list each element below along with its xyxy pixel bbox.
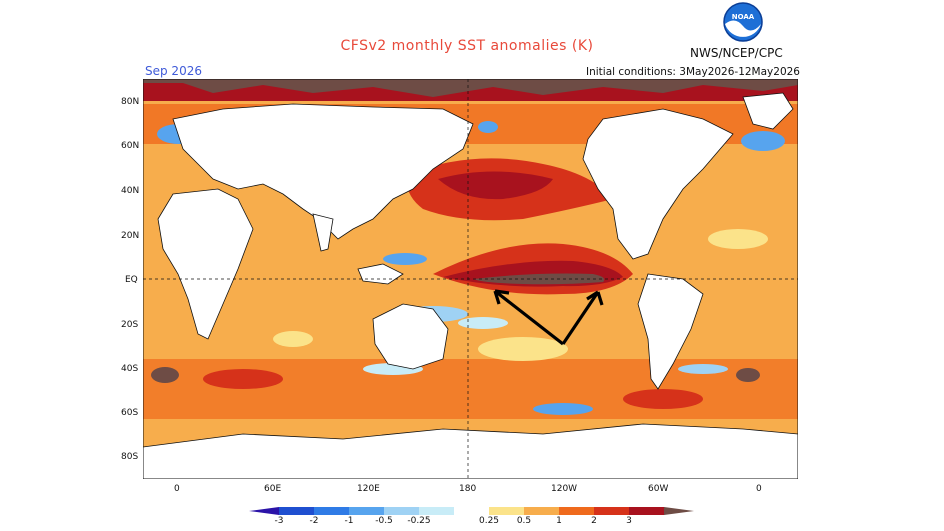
- colorbar-swatch: [489, 507, 525, 515]
- cool-spot-wpac: [383, 253, 427, 265]
- colorbar-swatch: [524, 507, 560, 515]
- colorbar-swatch: [249, 507, 279, 515]
- colorbar-label: 0.5: [516, 516, 532, 526]
- lat-label-20n: 20N: [121, 231, 140, 241]
- lat-label-80n: 80N: [121, 97, 140, 107]
- colorbar-swatch: [454, 507, 490, 515]
- colorbar-label: -1: [344, 516, 354, 526]
- lon-label-120w: 120W: [551, 484, 578, 494]
- colorbar-label: -0.5: [375, 516, 393, 526]
- land: [143, 92, 798, 479]
- cool-spot-satl: [678, 364, 728, 374]
- enso-core: [473, 273, 605, 285]
- colorbar-label: -2: [309, 516, 319, 526]
- chart-title: CFSv2 monthly SST anomalies (K): [340, 38, 594, 54]
- colorbar-swatch: [629, 507, 665, 515]
- north-pacific-core: [438, 171, 553, 200]
- colorbar-label: -0.25: [407, 516, 431, 526]
- lat-label-40n: 40N: [121, 186, 140, 196]
- colorbar-label: 0.25: [478, 516, 500, 526]
- brown-spot-2: [736, 368, 760, 382]
- cool-spot-bering: [478, 121, 498, 133]
- lat-label-60s: 60S: [121, 408, 139, 418]
- colorbar-swatch: [384, 507, 420, 515]
- initial-conditions: Initial conditions: 3May2026-12May2026: [586, 66, 800, 78]
- colorbar-label: 1: [556, 516, 562, 526]
- cool-spot-natl: [741, 131, 785, 151]
- organization-label: NWS/NCEP/CPC: [690, 46, 783, 60]
- colorbar-label: 3: [626, 516, 632, 526]
- colorbar-swatch: [349, 507, 385, 515]
- colorbar-swatch: [559, 507, 595, 515]
- lat-label-40s: 40S: [121, 364, 139, 374]
- lat-label-eq: EQ: [125, 275, 138, 285]
- lat-label-60n: 60N: [121, 141, 140, 151]
- lat-label-20s: 20S: [121, 320, 139, 330]
- cool-spot-2: [458, 317, 508, 329]
- colorbar-swatch: [594, 507, 630, 515]
- colorbar-label: 2: [591, 516, 597, 526]
- arctic-brown: [143, 79, 798, 97]
- yellow-spot-sp: [478, 337, 568, 361]
- lon-label-180: 180: [459, 484, 477, 494]
- colorbar: [249, 507, 694, 515]
- yellow-spot-io: [273, 331, 313, 347]
- lon-label-60e: 60E: [264, 484, 282, 494]
- noaa-logo-icon: NOAA: [723, 2, 763, 42]
- forecast-period: Sep 2026: [145, 64, 202, 78]
- colorbar-swatch: [314, 507, 350, 515]
- annotation-arrows: [493, 289, 604, 346]
- lon-label-120e: 120E: [357, 484, 380, 494]
- colorbar-swatch: [279, 507, 315, 515]
- red-spot-s2: [623, 389, 703, 409]
- yellow-spot-atl: [708, 229, 768, 249]
- lon-label-60w: 60W: [648, 484, 669, 494]
- colorbar-swatch: [664, 507, 694, 515]
- lon-label-0-left: 0: [174, 484, 180, 494]
- logo-text: NOAA: [732, 13, 755, 21]
- brown-spot-1: [151, 367, 179, 383]
- cool-spot-south: [533, 403, 593, 415]
- sst-anomaly-map: [143, 79, 798, 479]
- colorbar-label: -3: [274, 516, 284, 526]
- red-spot-s1: [203, 369, 283, 389]
- colorbar-swatch: [419, 507, 455, 515]
- lat-label-80s: 80S: [121, 452, 139, 462]
- lon-label-0-right: 0: [756, 484, 762, 494]
